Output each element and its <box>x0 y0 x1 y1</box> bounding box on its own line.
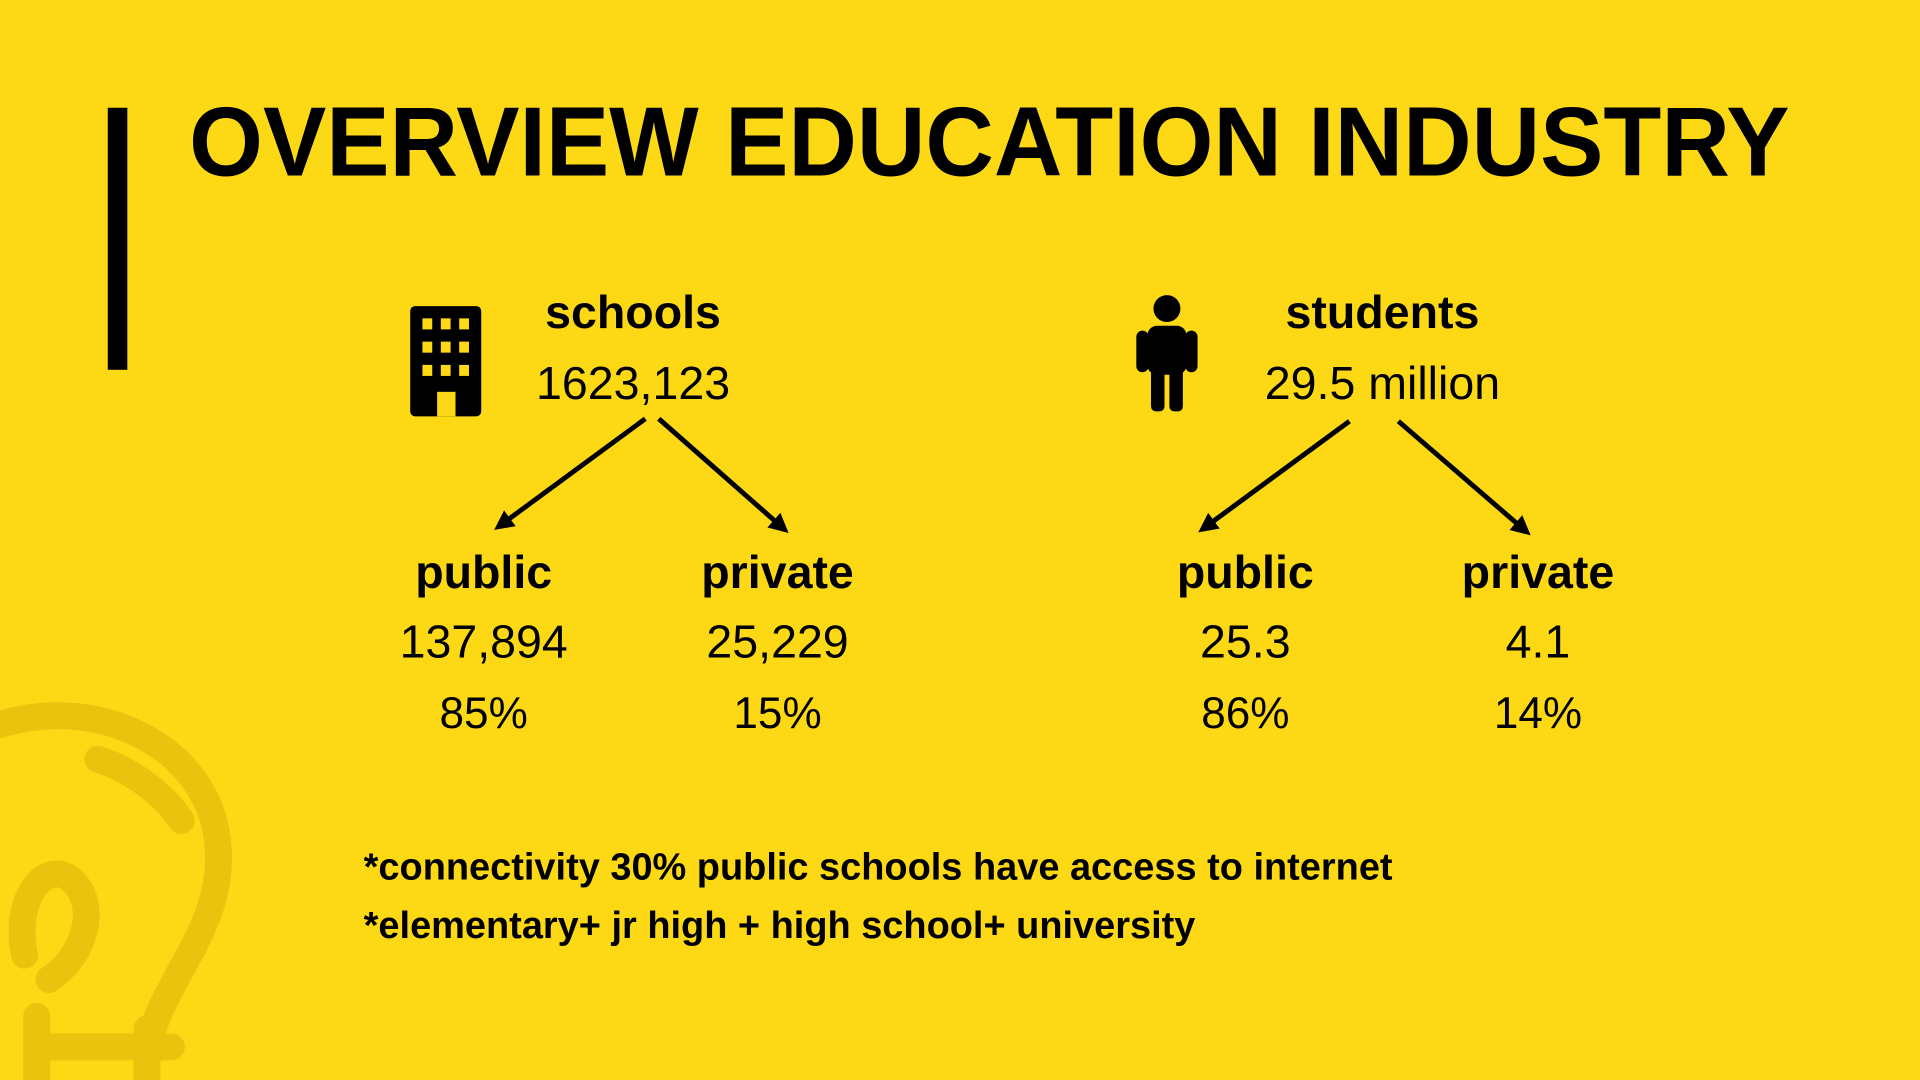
part-share: 15% <box>733 689 821 738</box>
part-label: private <box>701 546 854 598</box>
building-icon <box>410 306 482 417</box>
note: *connectivity 30% public schools have ac… <box>364 846 1393 888</box>
accent-bar <box>107 107 128 370</box>
arrow <box>1396 419 1531 536</box>
part-value: 25.3 <box>1200 616 1291 668</box>
group-total: 1623,123 <box>536 357 730 409</box>
arrow <box>494 416 647 530</box>
group-total: 29.5 million <box>1265 357 1500 409</box>
arrow <box>1198 419 1351 533</box>
part-label: private <box>1462 546 1615 598</box>
note: *elementary+ jr high + high school+ univ… <box>364 905 1196 947</box>
group-label: schools <box>545 286 721 338</box>
part-share: 14% <box>1494 689 1582 738</box>
part-value: 4.1 <box>1506 616 1571 668</box>
part-label: public <box>415 546 552 598</box>
groups: schools 1623,123 public 137,894 85% private 25… <box>400 286 1615 738</box>
part-value: 25,229 <box>706 616 848 668</box>
part-share: 85% <box>440 689 528 738</box>
arrow <box>657 416 789 534</box>
group-label: students <box>1286 286 1480 338</box>
part-value: 137,894 <box>400 616 568 668</box>
person-icon <box>1136 295 1198 412</box>
title: OVERVIEW EDUCATION INDUSTRY <box>189 86 1789 196</box>
notes: *connectivity 30% public schools have ac… <box>364 846 1393 947</box>
lightbulb-decoration <box>0 702 232 1080</box>
part-label: public <box>1177 546 1314 598</box>
part-share: 86% <box>1201 689 1289 738</box>
